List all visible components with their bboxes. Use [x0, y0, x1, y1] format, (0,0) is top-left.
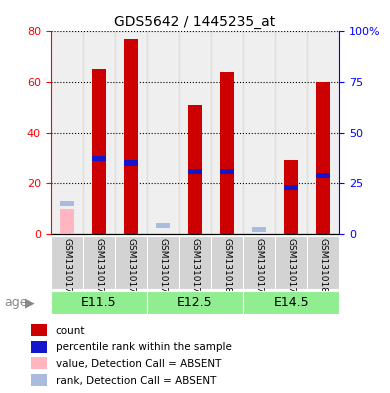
Bar: [124, 160, 138, 165]
Text: ▶: ▶: [25, 296, 35, 309]
Bar: [83, 31, 115, 234]
Bar: [51, 291, 147, 314]
Bar: [284, 185, 298, 190]
Bar: [92, 70, 106, 234]
Bar: [316, 173, 330, 178]
Bar: [51, 31, 83, 234]
Bar: [83, 236, 115, 289]
Bar: [51, 236, 83, 289]
Text: percentile rank within the sample: percentile rank within the sample: [56, 342, 232, 352]
Text: count: count: [56, 326, 85, 336]
Text: age: age: [4, 296, 27, 309]
Bar: [284, 160, 298, 234]
Text: GSM1310174: GSM1310174: [158, 239, 167, 299]
Bar: [60, 209, 74, 234]
Text: rank, Detection Call = ABSENT: rank, Detection Call = ABSENT: [56, 376, 216, 386]
Bar: [31, 324, 47, 336]
Bar: [211, 31, 243, 234]
Bar: [243, 291, 339, 314]
Bar: [243, 236, 275, 289]
Bar: [220, 169, 234, 174]
Text: GSM1310176: GSM1310176: [94, 239, 103, 299]
Text: GSM1310173: GSM1310173: [62, 239, 71, 299]
Bar: [211, 236, 243, 289]
Text: GSM1310181: GSM1310181: [319, 239, 328, 299]
Bar: [220, 72, 234, 234]
Text: GSM1310179: GSM1310179: [126, 239, 135, 299]
Bar: [275, 31, 307, 234]
Text: GSM1310180: GSM1310180: [223, 239, 232, 299]
Text: E11.5: E11.5: [81, 296, 117, 309]
Bar: [156, 223, 170, 228]
Bar: [275, 236, 307, 289]
Text: E14.5: E14.5: [273, 296, 309, 309]
Title: GDS5642 / 1445235_at: GDS5642 / 1445235_at: [114, 15, 276, 29]
Bar: [179, 236, 211, 289]
Bar: [31, 374, 47, 386]
Text: GSM1310178: GSM1310178: [287, 239, 296, 299]
Bar: [115, 236, 147, 289]
Text: GSM1310175: GSM1310175: [255, 239, 264, 299]
Text: value, Detection Call = ABSENT: value, Detection Call = ABSENT: [56, 359, 221, 369]
Text: E12.5: E12.5: [177, 296, 213, 309]
Bar: [147, 291, 243, 314]
Bar: [31, 357, 47, 369]
Bar: [316, 82, 330, 234]
Bar: [243, 31, 275, 234]
Bar: [60, 201, 74, 206]
Bar: [252, 227, 266, 232]
Bar: [92, 156, 106, 162]
Bar: [115, 31, 147, 234]
Bar: [147, 236, 179, 289]
Text: GSM1310177: GSM1310177: [190, 239, 200, 299]
Bar: [307, 31, 339, 234]
Bar: [307, 236, 339, 289]
Bar: [31, 341, 47, 353]
Bar: [188, 169, 202, 174]
Bar: [179, 31, 211, 234]
Bar: [124, 39, 138, 234]
Bar: [147, 31, 179, 234]
Bar: [188, 105, 202, 234]
